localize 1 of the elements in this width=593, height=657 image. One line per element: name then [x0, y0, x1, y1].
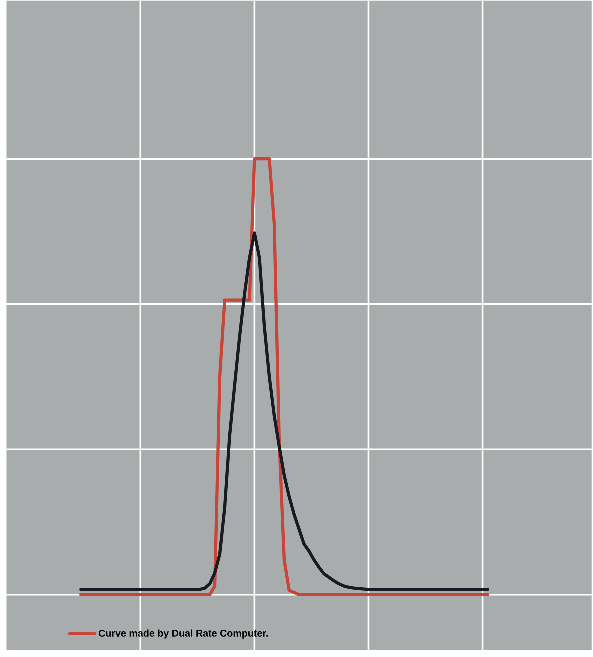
legend-label: Curve made by Dual Rate Computer.	[99, 630, 268, 639]
